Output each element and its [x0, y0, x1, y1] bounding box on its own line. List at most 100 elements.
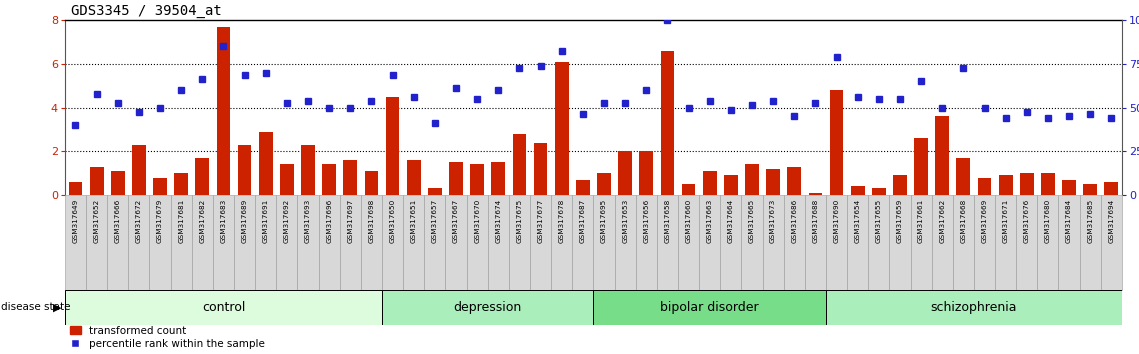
Text: GDS3345 / 39504_at: GDS3345 / 39504_at [71, 4, 221, 18]
FancyBboxPatch shape [636, 195, 657, 290]
Bar [513, 134, 526, 195]
FancyBboxPatch shape [741, 195, 762, 290]
Bar [787, 167, 801, 195]
Text: GSM317662: GSM317662 [940, 199, 945, 243]
Bar [977, 177, 991, 195]
FancyBboxPatch shape [572, 195, 593, 290]
Bar [767, 169, 780, 195]
Text: GSM317690: GSM317690 [834, 199, 839, 243]
FancyBboxPatch shape [191, 195, 213, 290]
Bar [301, 145, 314, 195]
Bar [174, 173, 188, 195]
Bar [68, 182, 82, 195]
FancyBboxPatch shape [382, 290, 593, 325]
FancyBboxPatch shape [1038, 195, 1058, 290]
Text: GSM317658: GSM317658 [664, 199, 671, 243]
Bar [724, 175, 738, 195]
Text: GSM317668: GSM317668 [960, 199, 966, 243]
FancyBboxPatch shape [233, 195, 255, 290]
Text: GSM317698: GSM317698 [368, 199, 375, 243]
Bar [829, 90, 843, 195]
Bar [407, 160, 420, 195]
FancyBboxPatch shape [657, 195, 678, 290]
FancyBboxPatch shape [699, 195, 720, 290]
FancyBboxPatch shape [805, 195, 826, 290]
Text: GSM317682: GSM317682 [199, 199, 205, 243]
Text: GSM317659: GSM317659 [896, 199, 903, 243]
FancyBboxPatch shape [65, 195, 87, 290]
Text: GSM317664: GSM317664 [728, 199, 734, 243]
Text: GSM317683: GSM317683 [221, 199, 227, 243]
FancyBboxPatch shape [509, 195, 530, 290]
Bar [555, 62, 568, 195]
Text: GSM317663: GSM317663 [706, 199, 713, 243]
FancyBboxPatch shape [425, 195, 445, 290]
Bar [893, 175, 907, 195]
Text: GSM317678: GSM317678 [559, 199, 565, 243]
Text: GSM317676: GSM317676 [1024, 199, 1030, 243]
Bar [597, 173, 611, 195]
Text: GSM317655: GSM317655 [876, 199, 882, 243]
FancyBboxPatch shape [339, 195, 361, 290]
FancyBboxPatch shape [593, 195, 615, 290]
Text: GSM317660: GSM317660 [686, 199, 691, 243]
Text: GSM317672: GSM317672 [136, 199, 142, 243]
Bar [618, 151, 632, 195]
Text: control: control [202, 301, 245, 314]
Text: GSM317691: GSM317691 [263, 199, 269, 243]
Bar [132, 145, 146, 195]
Bar [639, 151, 653, 195]
FancyBboxPatch shape [297, 195, 319, 290]
Bar [534, 143, 548, 195]
Text: GSM317653: GSM317653 [622, 199, 628, 243]
FancyBboxPatch shape [361, 195, 382, 290]
Text: GSM317696: GSM317696 [326, 199, 333, 243]
Bar [110, 171, 124, 195]
Text: GSM317671: GSM317671 [1002, 199, 1009, 243]
FancyBboxPatch shape [890, 195, 910, 290]
Text: disease state: disease state [1, 303, 71, 313]
Bar [851, 186, 865, 195]
Text: GSM317665: GSM317665 [749, 199, 755, 243]
FancyBboxPatch shape [487, 195, 509, 290]
Bar [216, 27, 230, 195]
FancyBboxPatch shape [65, 290, 382, 325]
FancyBboxPatch shape [87, 195, 107, 290]
Bar [957, 158, 970, 195]
Text: GSM317651: GSM317651 [411, 199, 417, 243]
Text: GSM317666: GSM317666 [115, 199, 121, 243]
Text: GSM317695: GSM317695 [601, 199, 607, 243]
Bar [259, 132, 272, 195]
FancyBboxPatch shape [720, 195, 741, 290]
Bar [364, 171, 378, 195]
Bar [576, 180, 590, 195]
Bar [1105, 182, 1118, 195]
Text: GSM317679: GSM317679 [157, 199, 163, 243]
Bar [809, 193, 822, 195]
Text: GSM317684: GSM317684 [1066, 199, 1072, 243]
Text: GSM317656: GSM317656 [644, 199, 649, 243]
Text: GSM317681: GSM317681 [178, 199, 185, 243]
FancyBboxPatch shape [762, 195, 784, 290]
Text: GSM317692: GSM317692 [284, 199, 290, 243]
Text: GSM317657: GSM317657 [432, 199, 437, 243]
FancyBboxPatch shape [319, 195, 339, 290]
Text: depression: depression [453, 301, 522, 314]
Text: GSM317661: GSM317661 [918, 199, 924, 243]
FancyBboxPatch shape [1058, 195, 1080, 290]
Bar [386, 97, 400, 195]
FancyBboxPatch shape [551, 195, 572, 290]
Text: GSM317685: GSM317685 [1088, 199, 1093, 243]
Text: GSM317694: GSM317694 [1108, 199, 1114, 243]
Bar [703, 171, 716, 195]
FancyBboxPatch shape [974, 195, 995, 290]
Bar [1041, 173, 1055, 195]
Bar [999, 175, 1013, 195]
FancyBboxPatch shape [1100, 195, 1122, 290]
FancyBboxPatch shape [847, 195, 868, 290]
Bar [1063, 180, 1076, 195]
Bar [745, 164, 759, 195]
Text: GSM317680: GSM317680 [1044, 199, 1051, 243]
Text: bipolar disorder: bipolar disorder [661, 301, 759, 314]
Text: GSM317687: GSM317687 [580, 199, 585, 243]
